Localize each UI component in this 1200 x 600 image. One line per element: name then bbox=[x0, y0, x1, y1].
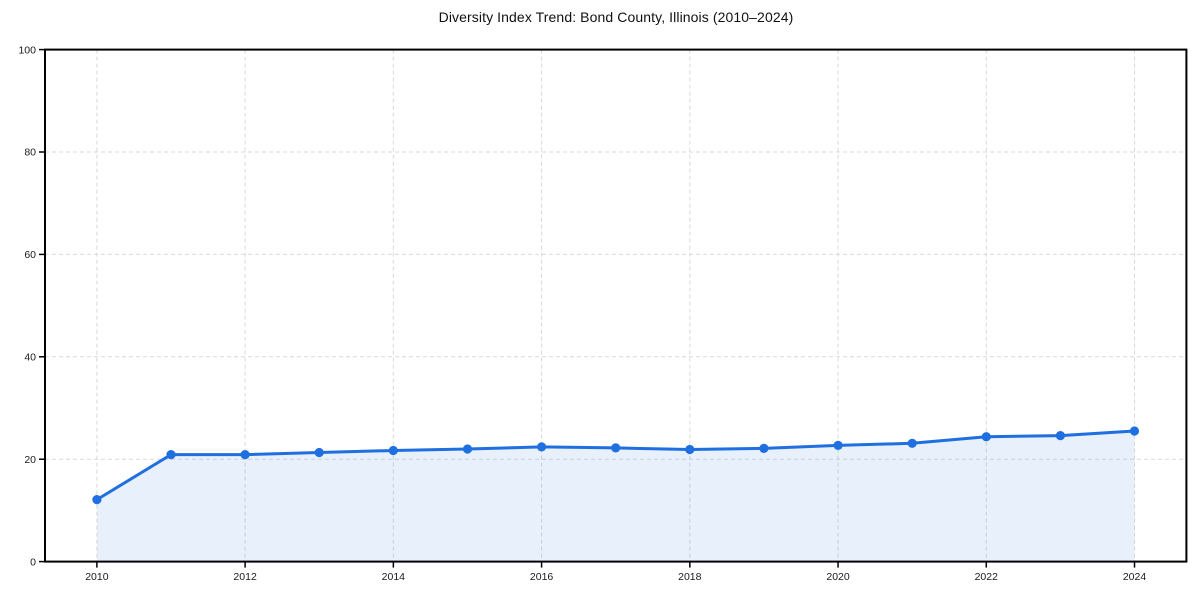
data-point-2020 bbox=[833, 440, 843, 450]
plot-frame bbox=[44, 48, 1188, 563]
y-tick-label: 20 bbox=[24, 454, 36, 466]
data-point-2015 bbox=[462, 444, 473, 454]
data-point-2022 bbox=[981, 432, 991, 442]
y-tick-label: 100 bbox=[18, 44, 36, 56]
data-point-2019 bbox=[759, 443, 769, 453]
y-tick-label: 80 bbox=[24, 147, 36, 159]
data-point-2012 bbox=[240, 450, 250, 460]
y-tick-label: 60 bbox=[24, 249, 36, 261]
x-tick-label: 2016 bbox=[530, 571, 554, 583]
area-fill bbox=[96, 431, 1135, 562]
data-point-2024 bbox=[1129, 426, 1140, 436]
data-point-2013 bbox=[314, 447, 324, 458]
data-point-2023 bbox=[1055, 431, 1065, 441]
x-tick-label: 2014 bbox=[382, 571, 406, 583]
x-tick-label: 2010 bbox=[85, 571, 109, 583]
x-tick-label: 2024 bbox=[1123, 571, 1147, 583]
chart-title: Diversity Index Trend: Bond County, Illi… bbox=[438, 9, 794, 25]
y-tick-label: 40 bbox=[24, 351, 36, 363]
data-point-2011 bbox=[166, 450, 176, 460]
data-point-2010 bbox=[92, 495, 102, 505]
x-tick-label: 2018 bbox=[678, 571, 702, 583]
data-point-2017 bbox=[611, 443, 621, 453]
data-point-2014 bbox=[388, 445, 398, 456]
x-tick-label: 2022 bbox=[975, 571, 999, 583]
data-point-2018 bbox=[685, 444, 695, 455]
x-tick-label: 2012 bbox=[233, 571, 257, 583]
data-point-2021 bbox=[907, 438, 917, 448]
x-tick-label: 2020 bbox=[826, 571, 850, 583]
y-tick-label: 0 bbox=[30, 556, 36, 568]
data-point-2016 bbox=[537, 442, 547, 452]
